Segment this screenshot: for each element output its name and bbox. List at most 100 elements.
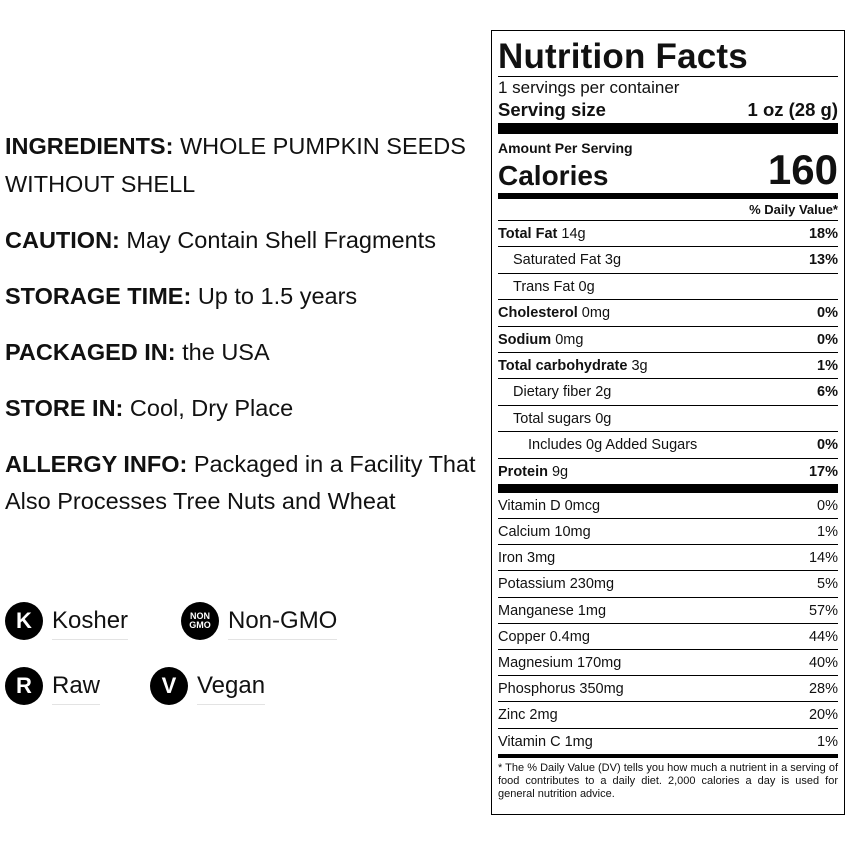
vitamin-dv: 1% <box>817 733 838 750</box>
nutrient-amount: 3g <box>631 357 648 374</box>
nutrient-name: Sodium <box>498 331 552 348</box>
nutrient-name: Total Fat <box>498 226 558 242</box>
nutrient-amount: 9g <box>551 463 569 480</box>
info-text: Packaged in a Facility That Also Process… <box>5 450 476 515</box>
badge-icon: K <box>5 602 43 640</box>
vitamin-dv: 57% <box>808 602 838 619</box>
nutrient-row: Includes 0g Added Sugars 0% <box>498 431 838 457</box>
serving-size-label: Serving size <box>498 99 606 120</box>
badge-icon: V <box>150 667 188 705</box>
info-label: STORE IN: <box>5 394 124 421</box>
nutrient-row: Total sugars 0g <box>498 404 838 431</box>
vitamin-dv: 0% <box>817 497 838 514</box>
calories-value: 160 <box>767 146 838 193</box>
badge-label: Kosher <box>52 603 129 640</box>
nutrition-label: Nutrition Facts 1 servings per container… <box>491 30 845 815</box>
badge-icon: R <box>5 667 43 705</box>
info-block: CAUTION: May Contain Shell Fragments <box>5 222 489 260</box>
vitamin-row: Manganese 1mg 57% <box>498 596 838 623</box>
badge-label: Raw <box>52 668 101 705</box>
vitamin-row: Phosphorus 350mg 28% <box>498 675 838 701</box>
nutrient-row: Dietary fiber 2g 6% <box>498 378 838 404</box>
info-block: ALLERGY INFO: Packaged in a Facility Tha… <box>5 446 489 521</box>
nutrient-name: Saturated Fat <box>513 252 601 269</box>
nutrient-dv: 0% <box>817 305 838 322</box>
badge: NON GMO Non-GMO <box>181 602 338 640</box>
nutrient-amount: 3g <box>604 252 622 269</box>
nutrient-name: Total sugars <box>513 410 592 427</box>
info-block: PACKAGED IN: the USA <box>5 334 489 372</box>
vitamin-row: Calcium 10mg 1% <box>498 518 838 544</box>
vitamin-row: Magnesium 170mg 40% <box>498 649 838 675</box>
nutrient-row: Total Fat 14g 18% <box>498 221 838 246</box>
nutrient-dv: 17% <box>808 463 838 480</box>
vitamin-dv: 20% <box>808 707 838 724</box>
nutrient: Total sugars 0g <box>498 406 611 431</box>
vitamin-dv: 5% <box>817 576 838 593</box>
vitamin-row: Vitamin D 0mcg 0% <box>498 493 838 518</box>
vitamin-name: Magnesium 170mg <box>498 655 622 672</box>
nutrients: Total Fat 14g 18% Saturated Fat 3g 13% Trans… <box>498 221 838 484</box>
vitamin-name: Iron 3mg <box>498 550 556 567</box>
vitamin-name: Potassium 230mg <box>498 576 615 593</box>
info-text: Up to 1.5 years <box>197 282 358 309</box>
vitamin-name: Vitamin D 0mcg <box>498 497 601 514</box>
info-text: WHOLE PUMPKIN SEEDS WITHOUT SHELL <box>5 133 466 197</box>
nutrient-name: Includes 0g Added Sugars <box>528 437 698 454</box>
vitamin-name: Copper 0.4mg <box>498 628 590 645</box>
label-title: Nutrition Facts <box>498 31 838 77</box>
nutrient-amount: 14g <box>561 226 586 242</box>
vitamin-name: Phosphorus 350mg <box>498 681 624 698</box>
servings: 1 servings per container <box>498 78 680 97</box>
vitamin-dv: 28% <box>808 681 838 698</box>
info-block: STORAGE TIME: Up to 1.5 years <box>5 278 489 316</box>
nutrient-amount: 0g <box>578 278 595 295</box>
info-label: PACKAGED IN: <box>5 338 176 365</box>
vitamin-dv: 1% <box>817 524 838 541</box>
info-text: May Contain Shell Fragments <box>126 226 436 253</box>
nutrient-row: Sodium 0mg 0% <box>498 325 838 352</box>
nutrient: Cholesterol 0mg <box>498 300 610 325</box>
info-block: STORE IN: Cool, Dry Place <box>5 390 489 428</box>
vitamin-dv: 14% <box>808 550 838 567</box>
vitamins: Vitamin D 0mcg 0% Calcium 10mg 1% Iron 3mg 14… <box>498 493 838 754</box>
nutrient-dv: 6% <box>817 384 838 401</box>
vitamin-row: Potassium 230mg 5% <box>498 570 838 596</box>
nutrient-amount: 2g <box>595 384 612 401</box>
badge-icon: NON GMO <box>181 602 219 640</box>
info-label: ALLERGY INFO: <box>5 450 188 477</box>
calories-label: Calories <box>498 160 609 191</box>
amount-per-serving: Amount Per Serving <box>498 140 633 156</box>
info-text: the USA <box>182 338 270 365</box>
vitamin-row: Copper 0.4mg 44% <box>498 622 838 649</box>
vitamin-row: Zinc 2mg 20% <box>498 701 838 727</box>
serving-size: Serving size 1 oz (28 g) <box>498 98 838 122</box>
nutrient-name: Trans Fat <box>513 278 575 295</box>
divider <box>498 193 838 199</box>
nutrient-amount: 0mg <box>555 331 584 348</box>
badge-label: Vegan <box>197 668 266 705</box>
badge: V Vegan <box>150 667 266 705</box>
nutrient-dv: 18% <box>808 226 838 242</box>
divider <box>498 123 838 134</box>
nutrient-name: Protein <box>498 463 548 480</box>
nutrient-dv: 0% <box>817 331 838 348</box>
vitamin-dv: 44% <box>808 628 838 645</box>
calories: Calories 160 <box>498 149 838 191</box>
nutrient: Sodium 0mg <box>498 327 583 352</box>
info-block: INGREDIENTS: WHOLE PUMPKIN SEEDS WITHOUT… <box>5 128 489 203</box>
info-label: INGREDIENTS: <box>5 133 174 159</box>
nutrient-row: Protein 9g 17% <box>498 457 838 484</box>
nutrient: Total carbohydrate 3g <box>498 353 648 378</box>
nutrient-name: Total carbohydrate <box>498 357 628 374</box>
nutrient-amount: 0mg <box>581 305 611 322</box>
nutrient: Protein 9g <box>498 459 568 484</box>
vitamin-dv: 40% <box>808 655 838 672</box>
badge: K Kosher <box>5 602 129 640</box>
info-label: STORAGE TIME: <box>5 282 192 309</box>
nutrient-dv: 13% <box>808 252 838 269</box>
nutrient-amount: 0g <box>595 410 612 427</box>
nutrient-dv: 1% <box>817 357 838 374</box>
vitamin-row: Vitamin C 1mg 1% <box>498 727 838 754</box>
